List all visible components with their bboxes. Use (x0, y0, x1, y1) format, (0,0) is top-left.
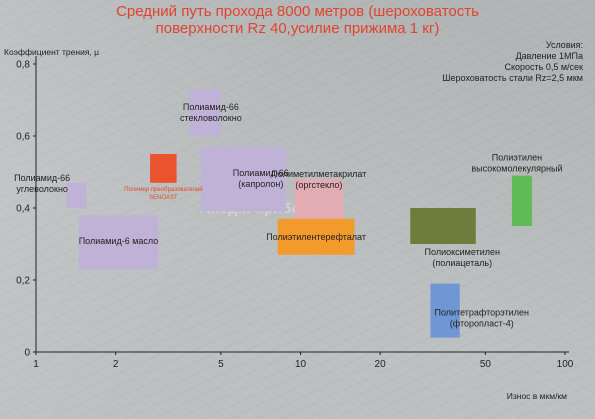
material-label-10: Политетрафторэтилен (435, 308, 529, 318)
material-label-5: SENOAST (149, 195, 178, 201)
material-label-4: Полиамид-6 масло (79, 236, 159, 246)
material-label-8: (полиацеталь) (432, 258, 492, 268)
x-tick-label: 5 (218, 359, 224, 370)
chart-title-line-1: Средний путь прохода 8000 метров (шерохо… (116, 3, 479, 20)
y-axis-label: Коэффициент трения, μ (4, 47, 100, 57)
y-tick-label: 0,8 (16, 60, 30, 71)
material-box-9 (511, 175, 532, 226)
material-label-3: углеволокно (16, 184, 68, 194)
material-label-7: Полиэтилентерефталат (266, 232, 366, 242)
material-label-10: (фторопласт-4) (450, 319, 514, 329)
material-label-2: Полиамид-66 (233, 168, 289, 178)
material-label-5: Полимер преобразователей (124, 186, 203, 193)
material-label-6: (оргстекло) (295, 180, 342, 190)
material-label-9: высокомолекулярный (471, 164, 562, 174)
x-tick-label: 1 (33, 359, 39, 370)
x-axis-label: Износ в мкм/км (506, 391, 567, 401)
x-tick-label: 100 (557, 359, 574, 370)
material-box-10 (430, 283, 460, 338)
material-box-1 (189, 89, 221, 136)
material-box-3 (66, 182, 87, 208)
x-tick-label: 50 (480, 359, 492, 370)
y-tick-label: 0,6 (16, 132, 30, 143)
material-label-6: Полиметилметакрилат (271, 169, 366, 179)
x-tick-label: 10 (295, 359, 307, 370)
condition-speed: Скорость 0,5 м/сек (504, 62, 583, 72)
material-box-4 (78, 215, 159, 270)
condition-pressure: Давление 1МПа (515, 51, 583, 61)
material-label-1: стекловолокно (180, 113, 242, 123)
material-label-2: (капролон) (238, 179, 283, 189)
condition-roughness: Шероховатость стали Rz=2,5 мкм (442, 73, 583, 83)
y-tick-label: 0 (24, 348, 30, 359)
material-label-1: Полиамид-66 (183, 102, 239, 112)
x-tick-label: 20 (375, 359, 387, 370)
material-box-6 (294, 179, 344, 219)
material-box-2 (200, 146, 286, 212)
material-box-5 (150, 154, 177, 183)
conditions-title: Условия: (545, 40, 583, 50)
material-box-7 (277, 218, 355, 255)
y-tick-label: 0,4 (16, 204, 30, 215)
material-label-8: Полиоксиметилен (425, 247, 500, 257)
material-label-9: Полиэтилен (492, 153, 542, 163)
material-label-3: Полиамид-66 (14, 173, 70, 183)
material-box-8 (410, 208, 476, 244)
x-tick-label: 2 (113, 359, 119, 370)
y-tick-label: 0,2 (16, 276, 30, 287)
chart-title-line-2: поверхности Rz 40,усилие прижима 1 кг) (155, 20, 440, 37)
